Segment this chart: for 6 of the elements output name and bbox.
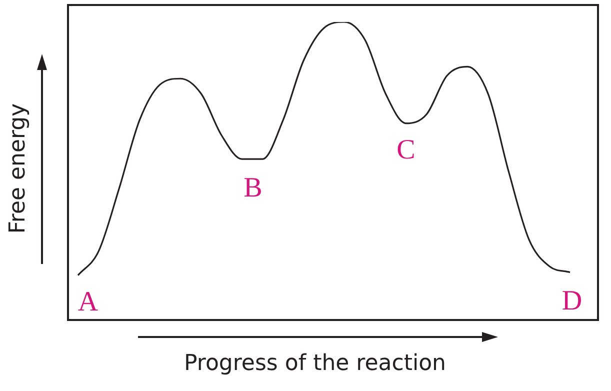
annotation: A: [78, 286, 99, 318]
x-axis-title: Progress of the reaction: [183, 351, 447, 376]
annotation: B: [244, 172, 262, 204]
y-axis-title: Free energy: [6, 102, 30, 236]
annotation: D: [562, 286, 582, 317]
annotation: C: [396, 134, 416, 166]
